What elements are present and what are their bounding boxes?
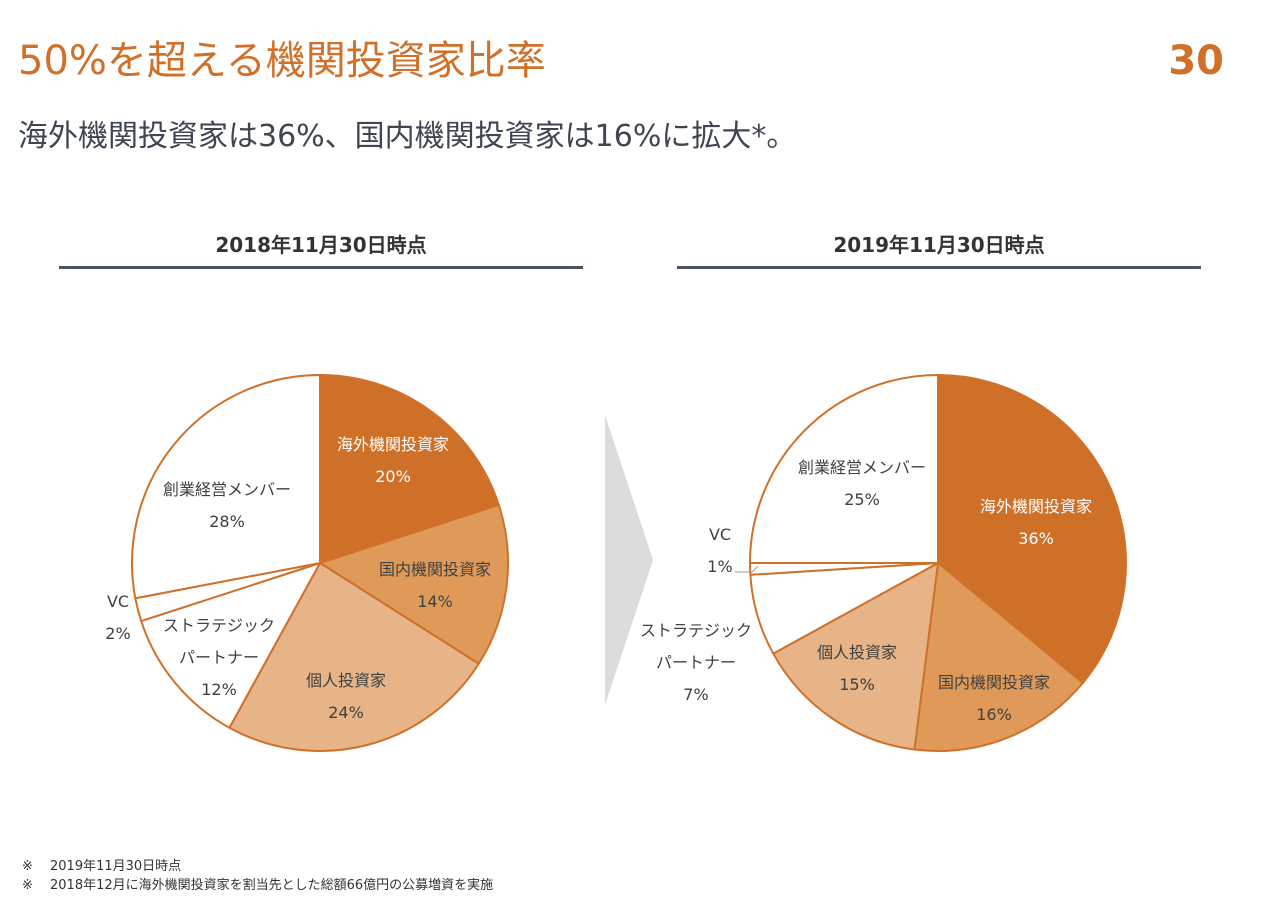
footnote: ※ 2018年12月に海外機関投資家を割当先とした総額66億円の公募増資を実施 bbox=[22, 878, 494, 893]
chevron-right-icon bbox=[605, 415, 653, 705]
heading-rule-2019 bbox=[677, 266, 1201, 269]
slice-overseas-institutional bbox=[937, 374, 1127, 684]
page-number: 30 bbox=[1168, 38, 1224, 84]
slide-title: 50%を超える機関投資家比率 bbox=[18, 38, 546, 84]
label-domestic-institutional: 国内機関投資家 14% bbox=[379, 560, 491, 611]
footnote: ※ 2019年11月30日時点 bbox=[22, 859, 182, 874]
label-domestic-institutional: 国内機関投資家 16% bbox=[938, 673, 1050, 724]
label-vc: VC 2% bbox=[105, 592, 130, 643]
heading-rule-2018 bbox=[59, 266, 583, 269]
slice-founding-members bbox=[749, 374, 939, 564]
label-strategic-partner: ストラテジックパートナー 12% bbox=[163, 616, 275, 699]
slice-individual bbox=[772, 562, 939, 751]
leader-line bbox=[735, 565, 759, 573]
label-individual: 個人投資家 24% bbox=[306, 671, 386, 722]
label-founding-members: 創業経営メンバー 28% bbox=[163, 480, 291, 531]
slice-individual bbox=[228, 562, 480, 752]
label-individual: 個人投資家 15% bbox=[817, 643, 897, 694]
label-overseas-institutional: 海外機関投資家 36% bbox=[980, 497, 1092, 548]
label-strategic-partner: ストラテジックパートナー 7% bbox=[640, 621, 752, 704]
label-overseas-institutional: 海外機関投資家 20% bbox=[337, 435, 449, 486]
slice-strategic-partner bbox=[140, 562, 321, 729]
pie-chart-2019: 海外機関投資家 36% 国内機関投資家 16% 個人投資家 15% ストラテジックパートナー… bbox=[640, 374, 1127, 752]
pie-chart-2018: 海外機関投資家 20% 国内機関投資家 14% 個人投資家 24% ストラテジックパートナー… bbox=[105, 374, 509, 752]
chart-title-2018: 2018年11月30日時点 bbox=[215, 233, 427, 257]
slice-founding-members bbox=[131, 374, 321, 600]
chart-title-2019: 2019年11月30日時点 bbox=[833, 233, 1045, 257]
slice-overseas-institutional bbox=[319, 374, 500, 564]
footnotes: ※ 2019年11月30日時点 ※ 2018年12月に海外機関投資家を割当先とした総… bbox=[22, 857, 493, 895]
slice-domestic-institutional bbox=[319, 503, 509, 665]
label-vc: VC 1% bbox=[707, 525, 732, 576]
slide-subtitle: 海外機関投資家は36%、国内機関投資家は16%に拡大*。 bbox=[18, 119, 797, 154]
label-founding-members: 創業経営メンバー 25% bbox=[798, 458, 926, 509]
slice-domestic-institutional bbox=[913, 562, 1084, 752]
